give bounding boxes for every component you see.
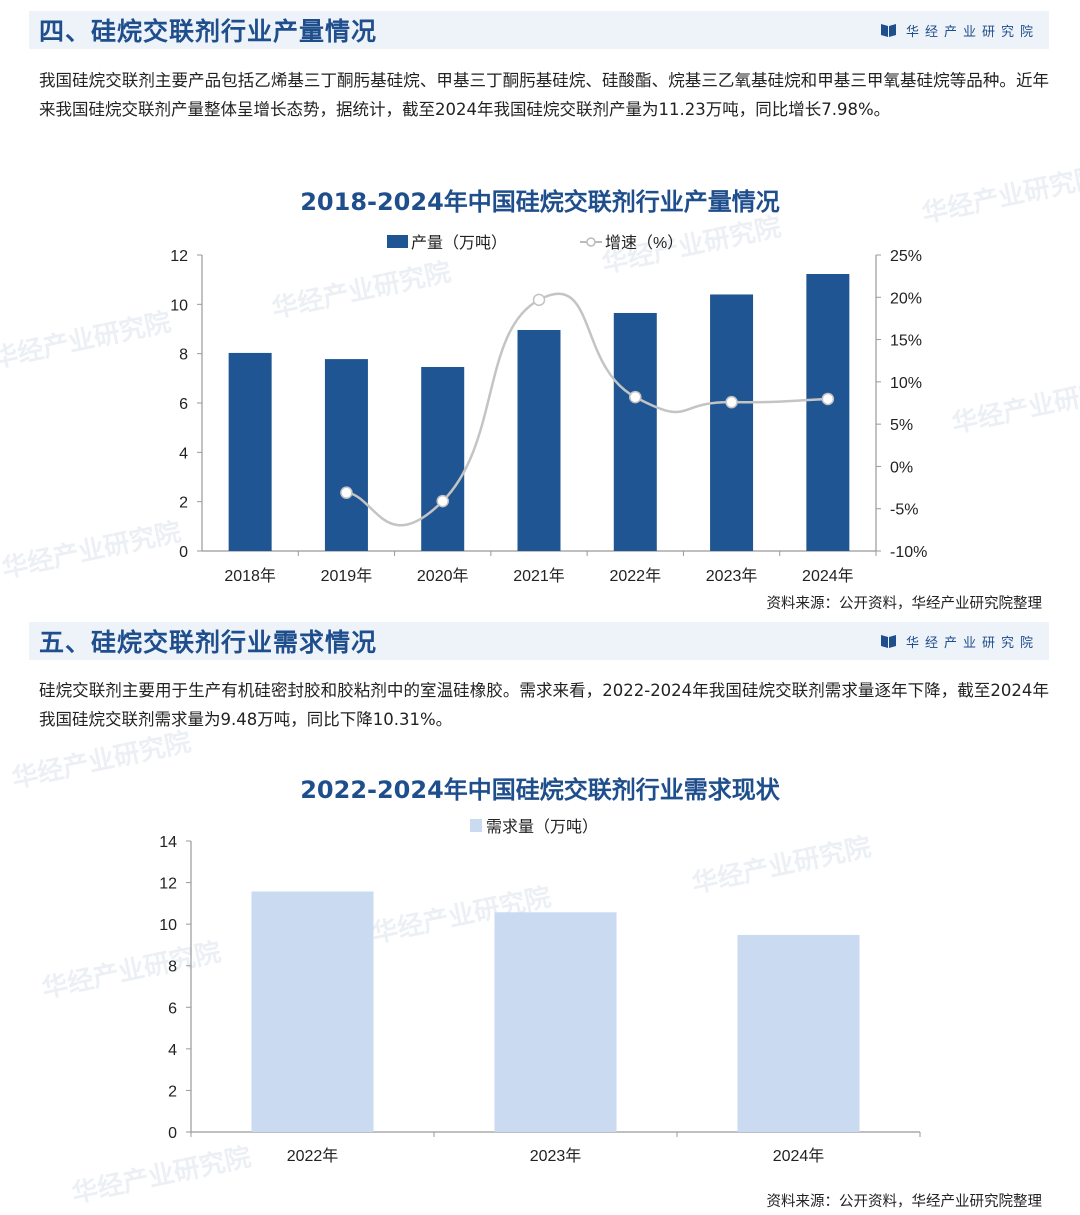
brand-logo: 华经产业研究院: [880, 632, 1049, 651]
svg-text:0: 0: [179, 544, 188, 561]
left-axis-ticks: 0 2 4 6 8 10 12: [170, 248, 202, 561]
svg-text:2024年: 2024年: [773, 1147, 825, 1165]
data-point: [629, 390, 642, 404]
brand-logo: 华经产业研究院: [880, 21, 1049, 40]
svg-text:10%: 10%: [890, 375, 922, 392]
bar: [324, 359, 368, 551]
svg-text:2023年: 2023年: [706, 567, 758, 585]
growth-line: [346, 292, 828, 527]
svg-text:4: 4: [179, 445, 188, 462]
svg-text:15%: 15%: [890, 333, 922, 350]
svg-text:6: 6: [168, 1000, 177, 1017]
demand-chart: 需求量（万吨） 0 2 4 6 8 10 12 14 2022年 2023年 2024年: [159, 818, 921, 1165]
growth-points: [340, 293, 835, 508]
data-point: [436, 494, 449, 508]
svg-text:2018年: 2018年: [224, 567, 276, 585]
source-note: 资料来源：公开资料，华经产业研究院整理: [766, 596, 1043, 612]
bar: [806, 273, 850, 551]
svg-text:8: 8: [168, 959, 177, 976]
right-axis-ticks: -10% -5% 0% 5% 10% 15% 20% 25%: [876, 248, 927, 561]
x-axis-labels: 2018年 2019年 2020年 2021年 2022年 2023年 2024年: [224, 551, 877, 585]
chart-legend: 产量（万吨） 增速（%）: [387, 234, 683, 252]
book-logo-icon: [880, 23, 896, 37]
legend-swatch-bar: [470, 819, 482, 832]
brand-name: 华经产业研究院: [905, 24, 1039, 40]
production-chart: 产量（万吨） 增速（%） 0 2 4 6 8 10 12 -10% -5% 0% 5% 10% 15%…: [170, 234, 927, 585]
bar: [421, 366, 465, 551]
svg-text:6: 6: [179, 396, 188, 413]
svg-text:12: 12: [159, 876, 177, 893]
svg-text:4: 4: [168, 1042, 177, 1059]
bar: [251, 891, 374, 1132]
svg-text:2020年: 2020年: [417, 567, 469, 585]
chart-title-production: 2018-2024年中国硅烷交联剂行业产量情况: [300, 188, 780, 216]
brand-name: 华经产业研究院: [905, 635, 1039, 651]
svg-text:2022年: 2022年: [287, 1147, 339, 1165]
svg-text:14: 14: [159, 834, 177, 851]
legend-label-demand: 需求量（万吨）: [486, 818, 598, 836]
bar: [228, 352, 272, 551]
svg-text:0: 0: [168, 1125, 177, 1142]
section-title: 四、硅烷交联剂行业产量情况: [39, 17, 378, 46]
legend-label-production: 产量（万吨）: [411, 234, 507, 252]
x-axis-labels: 2022年 2023年 2024年: [190, 1132, 921, 1165]
svg-text:10: 10: [170, 297, 188, 314]
legend-swatch-bar: [387, 235, 408, 248]
svg-text:2: 2: [168, 1083, 177, 1100]
bar: [710, 294, 754, 551]
data-point: [725, 395, 738, 409]
svg-text:12: 12: [170, 248, 188, 265]
svg-text:0%: 0%: [890, 459, 913, 476]
svg-text:10: 10: [159, 917, 177, 934]
chart-legend: 需求量（万吨）: [470, 818, 598, 836]
legend-swatch-line: [586, 237, 596, 247]
data-point: [340, 486, 353, 499]
production-paragraph: 我国硅烷交联剂主要产品包括乙烯基三丁酮肟基硅烷、甲基三丁酮肟基硅烷、硅酸酯、烷基…: [39, 71, 1049, 119]
svg-text:2: 2: [179, 495, 188, 512]
demand-bars: [251, 891, 860, 1132]
bar: [494, 912, 617, 1132]
svg-text:2024年: 2024年: [802, 567, 854, 585]
left-axis-ticks: 0 2 4 6 8 10 12 14: [159, 834, 191, 1142]
source-note: 资料来源：公开资料，华经产业研究院整理: [766, 1194, 1043, 1210]
data-point: [821, 392, 835, 406]
legend-label-growth: 增速（%）: [605, 234, 683, 252]
svg-text:2023年: 2023年: [530, 1147, 582, 1165]
svg-text:20%: 20%: [890, 290, 922, 307]
demand-paragraph: 硅烷交联剂主要用于生产有机硅密封胶和胶粘剂中的室温硅橡胶。需求来看，2022-2…: [39, 681, 1049, 729]
book-logo-icon: [880, 634, 896, 648]
svg-text:2021年: 2021年: [513, 567, 565, 585]
svg-text:5%: 5%: [890, 417, 913, 434]
svg-text:25%: 25%: [890, 248, 922, 265]
section-header-demand: 五、硅烷交联剂行业需求情况 华经产业研究院: [29, 622, 1049, 660]
svg-text:2019年: 2019年: [321, 567, 373, 585]
section-title: 五、硅烷交联剂行业需求情况: [39, 628, 378, 657]
svg-text:-10%: -10%: [890, 544, 927, 561]
production-bars: [228, 273, 850, 551]
svg-text:-5%: -5%: [890, 502, 918, 519]
bar: [517, 329, 561, 551]
data-point: [532, 293, 546, 307]
svg-text:2022年: 2022年: [609, 567, 661, 585]
bar: [737, 934, 860, 1132]
chart-title-demand: 2022-2024年中国硅烷交联剂行业需求现状: [300, 776, 780, 804]
svg-text:8: 8: [179, 347, 188, 364]
section-header-production: 四、硅烷交联剂行业产量情况 华经产业研究院: [29, 11, 1049, 49]
bar: [613, 312, 657, 551]
